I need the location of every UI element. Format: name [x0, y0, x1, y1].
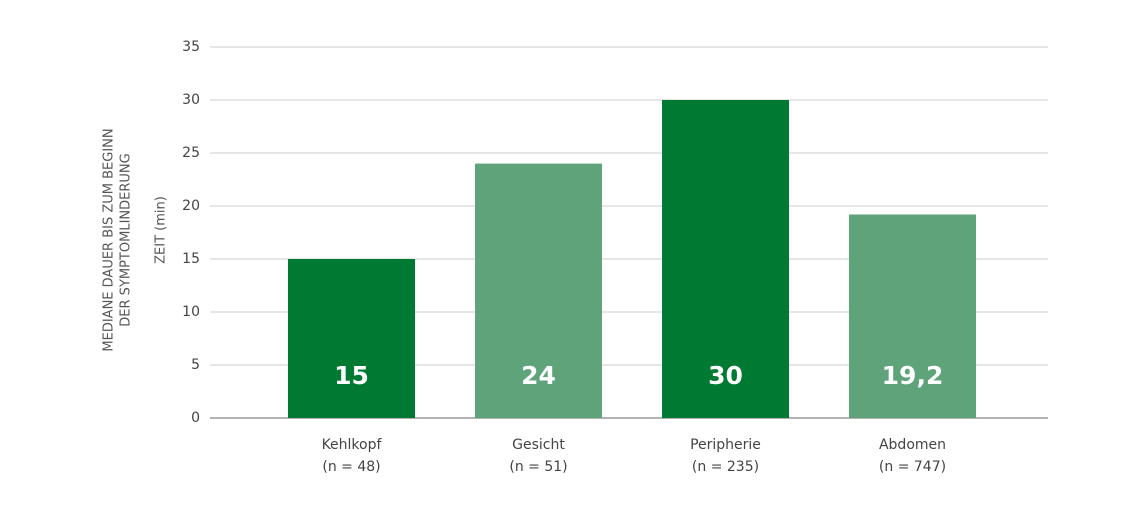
y-tick-label: 5	[191, 357, 200, 373]
x-tick-label: Gesicht	[512, 437, 565, 453]
bar	[662, 100, 789, 418]
y-label-line: MEDIANE DAUER BIS ZUM BEGINN	[102, 128, 117, 351]
y-axis-title: MEDIANE DAUER BIS ZUM BEGINN DER SYMPTOM…	[102, 128, 134, 351]
x-tick-label: Abdomen	[879, 437, 946, 453]
bar	[849, 214, 976, 418]
x-tick-label: (n = 747)	[879, 459, 946, 475]
value-label: 19,2	[882, 361, 944, 390]
value-label: 24	[521, 361, 556, 390]
x-tick-label: (n = 48)	[322, 459, 380, 475]
bar	[288, 259, 415, 418]
y-tick-label: 25	[182, 145, 200, 161]
x-tick-label: Kehlkopf	[322, 437, 383, 453]
value-label: 15	[334, 361, 369, 390]
y-tick-label: 35	[182, 39, 200, 55]
x-tick-label: Peripherie	[690, 437, 761, 453]
bar	[475, 163, 602, 418]
y-sublabel: ZEIT (min)	[154, 196, 169, 264]
y-tick-label: 15	[182, 251, 200, 267]
y-label-line: DER SYMPTOMLINDERUNG	[119, 153, 134, 326]
value-label: 30	[708, 361, 743, 390]
y-tick-label: 30	[182, 92, 200, 108]
x-tick-label: (n = 235)	[692, 459, 759, 475]
y-tick-label: 20	[182, 198, 200, 214]
y-tick-label: 0	[191, 410, 200, 426]
y-tick-label: 10	[182, 304, 200, 320]
x-tick-label: (n = 51)	[509, 459, 567, 475]
